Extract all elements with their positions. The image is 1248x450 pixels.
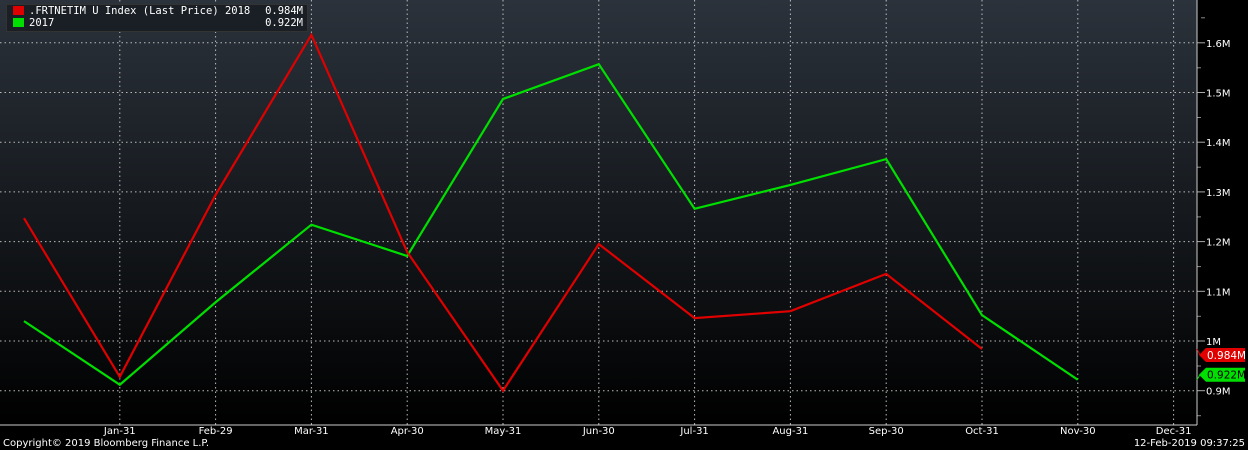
last-value-leader <box>1196 348 1201 356</box>
y-tick-label: 1M <box>1206 337 1221 348</box>
y-tick-label: 1.6M <box>1206 39 1231 50</box>
legend-value: 0.984M <box>265 5 303 17</box>
legend-item-2018: .FRTNETIM U Index (Last Price) 2018 0.98… <box>7 5 307 17</box>
legend: .FRTNETIM U Index (Last Price) 2018 0.98… <box>6 4 308 32</box>
x-tick-label: Jan-31 <box>103 426 136 437</box>
x-tick-label: Jun-30 <box>582 426 615 437</box>
last-value-label: 0.922M <box>1207 370 1246 382</box>
legend-value: 0.922M <box>265 17 303 29</box>
series-line-2017 <box>23 62 1079 387</box>
y-tick-label: 1.2M <box>1206 238 1231 249</box>
y-tick-label: 1.4M <box>1206 138 1231 149</box>
x-tick-label: Mar-31 <box>294 426 329 437</box>
legend-label: 2017 <box>29 17 55 29</box>
x-tick-label: Nov-30 <box>1060 426 1096 437</box>
x-tick-label: Oct-31 <box>965 426 999 437</box>
x-tick-label: Jul-31 <box>679 426 708 437</box>
timestamp: 12-Feb-2019 09:37:25 <box>1133 438 1245 449</box>
legend-label: .FRTNETIM U Index (Last Price) 2018 <box>29 5 251 17</box>
y-tick-label: 1.3M <box>1206 188 1231 199</box>
legend-swatch-red <box>13 6 24 15</box>
last-value-tag <box>1199 348 1245 362</box>
last-value-label: 0.984M <box>1207 350 1246 362</box>
x-tick-label: Apr-30 <box>391 426 424 437</box>
copyright: Copyright© 2019 Bloomberg Finance L.P. <box>3 438 210 449</box>
y-tick-label: 1.5M <box>1206 89 1231 100</box>
y-tick-label: 0.9M <box>1206 387 1231 398</box>
legend-item-2017: 2017 0.922M <box>7 17 307 29</box>
x-tick-label: Feb-29 <box>199 426 233 437</box>
x-tick-label: May-31 <box>485 426 522 437</box>
x-tick-label: Sep-30 <box>869 426 904 437</box>
y-tick-label: 1.1M <box>1206 287 1231 298</box>
legend-swatch-green <box>13 18 24 27</box>
x-tick-label: Aug-31 <box>772 426 808 437</box>
last-value-tag <box>1199 367 1245 382</box>
x-tick-label: Dec-31 <box>1156 426 1192 437</box>
last-value-leader <box>1196 374 1201 381</box>
